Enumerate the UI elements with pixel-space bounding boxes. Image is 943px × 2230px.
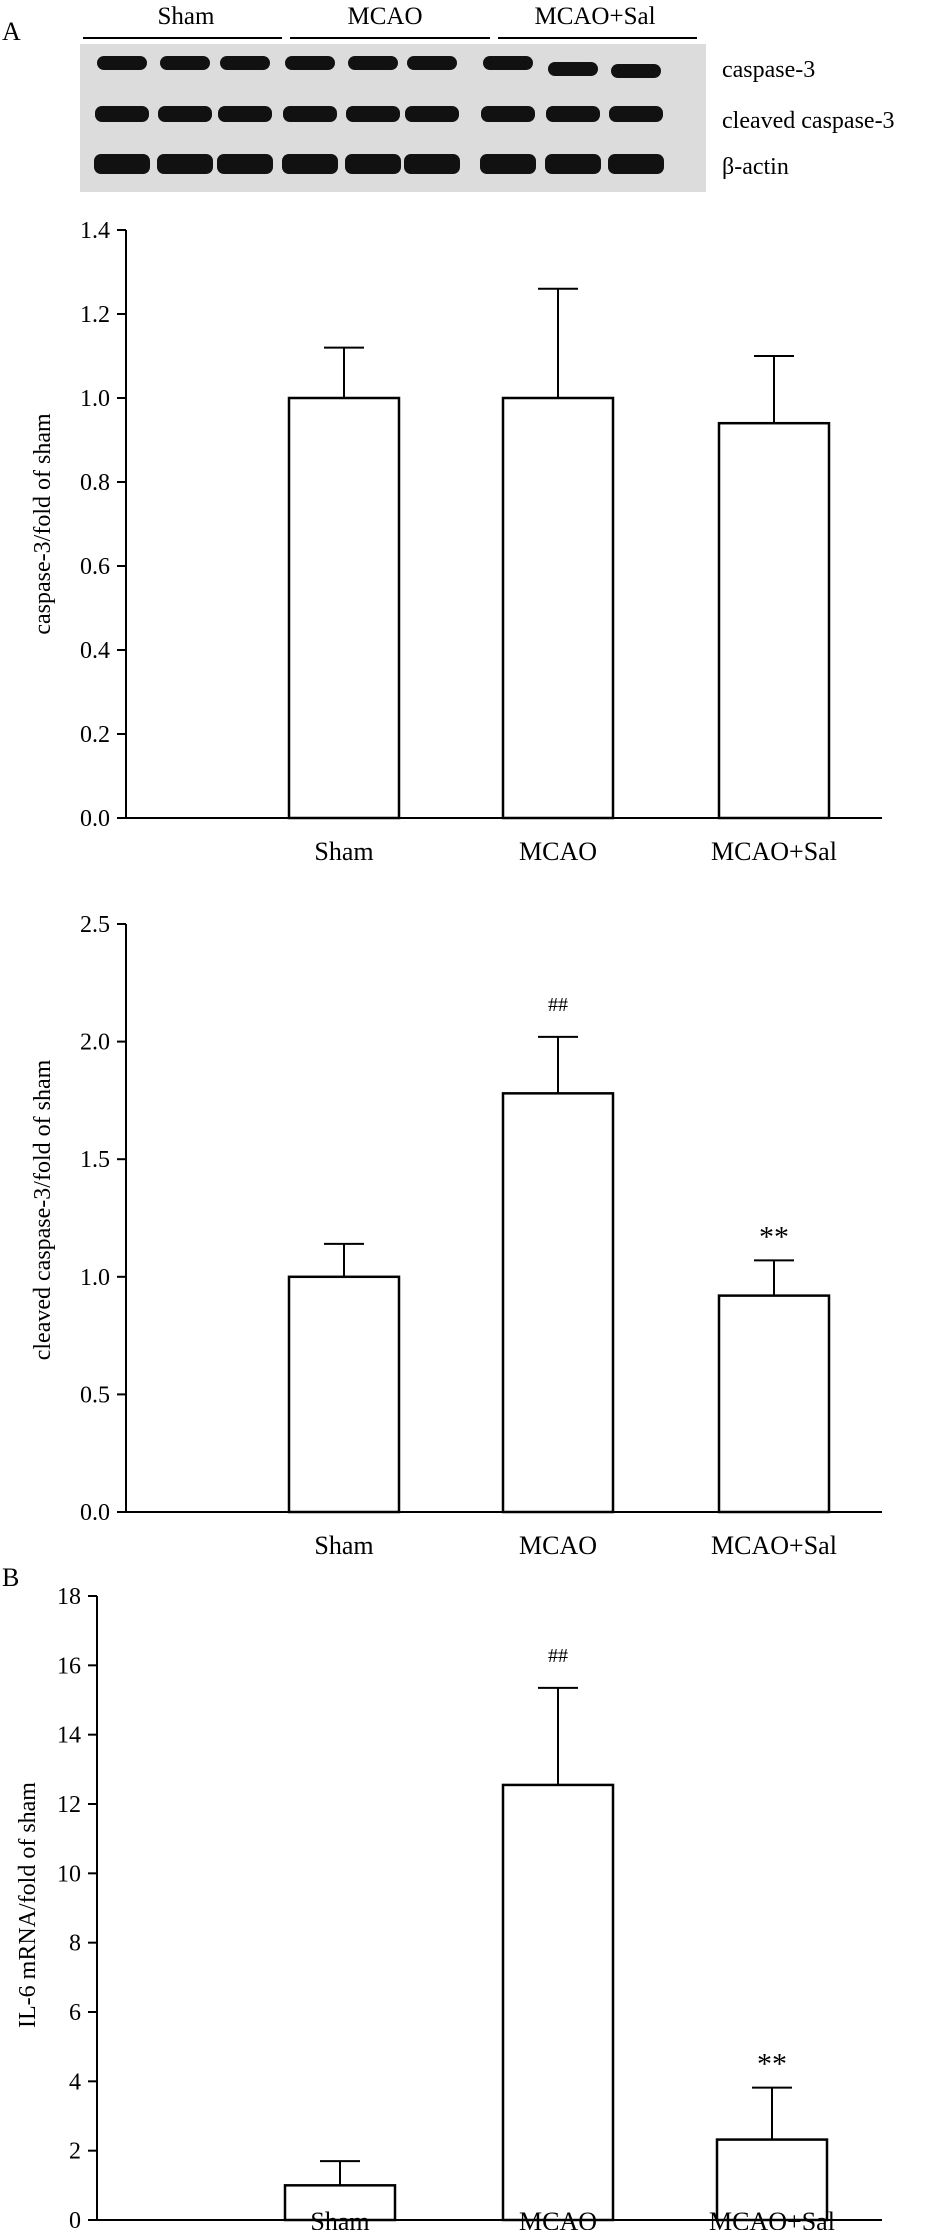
blot-band [348,56,398,70]
y-tick-label: 0.2 [80,722,110,748]
blot-label-beta-actin: β-actin [722,154,789,180]
y-tick-label: 1.5 [80,1147,110,1173]
y-tick-label: 0.6 [80,554,110,580]
y-axis-label: IL-6 mRNA/fold of sham [15,1782,41,2028]
blot-bands [94,56,664,174]
significance-marker-vs-sham: ## [548,994,568,1016]
y-tick-label: 12 [57,1792,81,1818]
blot-group-headers: Sham MCAO MCAO+Sal [83,3,697,39]
significance-marker-vs-sham: ## [548,1645,568,1667]
blot-band [611,64,661,78]
blot-band [157,154,213,174]
panel-label-a: A [2,17,21,46]
x-tick-label: MCAO [519,837,597,866]
x-tick-label: MCAO [519,2207,597,2230]
caspase-3-bar-chart: 0.0 0.2 0.4 0.6 0.8 1.0 1.2 1.4 caspase-3/fold o… [30,218,882,866]
y-tick-label: 6 [69,2000,81,2026]
blot-band [97,56,147,70]
blot-band [545,154,601,174]
y-axis-label: caspase-3/fold of sham [30,413,56,635]
blot-band [546,106,600,122]
y-tick-label: 0.0 [80,806,110,832]
bar-mcao [501,396,615,820]
y-tick-label: 0 [69,2208,81,2230]
blot-band [95,106,149,122]
blot-band [94,154,150,174]
blot-label-cleaved-caspase-3: cleaved caspase-3 [722,108,895,134]
x-tick-label: MCAO+Sal [711,1531,837,1560]
x-tick-label: MCAO+Sal [709,2207,835,2230]
blot-band [609,106,663,122]
y-tick-label: 8 [69,1931,81,1957]
x-tick-label: MCAO [519,1531,597,1560]
blot-band [346,106,400,122]
blot-band [220,56,270,70]
blot-band [481,106,535,122]
bar-mcao [501,1092,615,1514]
y-tick-label: 1.0 [80,386,110,412]
cleaved-caspase-3-bar-chart: 0.0 0.5 1.0 1.5 2.0 2.5 cleaved caspase-3/fold… [30,912,882,1560]
y-tick-label: 0.4 [80,638,110,664]
blot-band [285,56,335,70]
x-tick-label: Sham [314,1531,373,1560]
blot-label-caspase-3: caspase-3 [722,57,815,83]
y-tick-label: 2 [69,2139,81,2165]
y-tick-label: 2.0 [80,1030,110,1056]
bar-mcao-sal [717,1294,831,1514]
blot-header-mcao: MCAO [347,3,422,30]
y-tick-label: 18 [57,1584,81,1610]
y-tick-label: 4 [69,2069,81,2095]
bar-sham [283,2184,397,2222]
y-tick-label: 2.5 [80,912,110,938]
y-axis-label: cleaved caspase-3/fold of sham [30,1059,56,1360]
bar-mcao [501,1783,615,2222]
blot-header-sham: Sham [158,3,216,30]
blot-band [483,56,533,70]
bar-sham [287,1275,401,1514]
il-6-mrna-bar-chart: 0 2 4 6 8 10 12 14 16 18 IL-6 mRNA/fold of sham Sha… [15,1584,882,2230]
x-tick-label: MCAO+Sal [711,837,837,866]
y-tick-label: 0.5 [80,1382,110,1408]
blot-band [217,154,273,174]
y-tick-label: 14 [57,1723,81,1749]
x-tick-label: Sham [310,2207,369,2230]
x-tick-label: Sham [314,837,373,866]
blot-band [158,106,212,122]
blot-band [160,56,210,70]
blot-band [480,154,536,174]
y-tick-label: 1.4 [80,218,110,244]
panel-label-b: B [2,1563,19,1592]
blot-header-mcao-sal: MCAO+Sal [534,3,655,30]
blot-band [345,154,401,174]
bar-mcao-sal [715,2138,829,2222]
y-tick-label: 1.0 [80,1265,110,1291]
blot-band [404,154,460,174]
blot-band [608,154,664,174]
blot-band [218,106,272,122]
y-tick-label: 10 [57,1861,81,1887]
blot-band [548,62,598,76]
y-tick-label: 16 [57,1653,81,1679]
blot-band [283,106,337,122]
y-tick-label: 0.0 [80,1500,110,1526]
y-tick-label: 0.8 [80,470,110,496]
significance-marker-vs-mcao: ** [757,2048,787,2081]
bar-mcao-sal [717,421,831,820]
blot-band [407,56,457,70]
bar-sham [287,396,401,820]
significance-marker-vs-mcao: ** [759,1220,789,1253]
y-tick-label: 1.2 [80,302,110,328]
western-blot: Sham MCAO MCAO+Sal caspase-3 cleaved cas… [80,3,895,192]
blot-band [405,106,459,122]
blot-band [282,154,338,174]
